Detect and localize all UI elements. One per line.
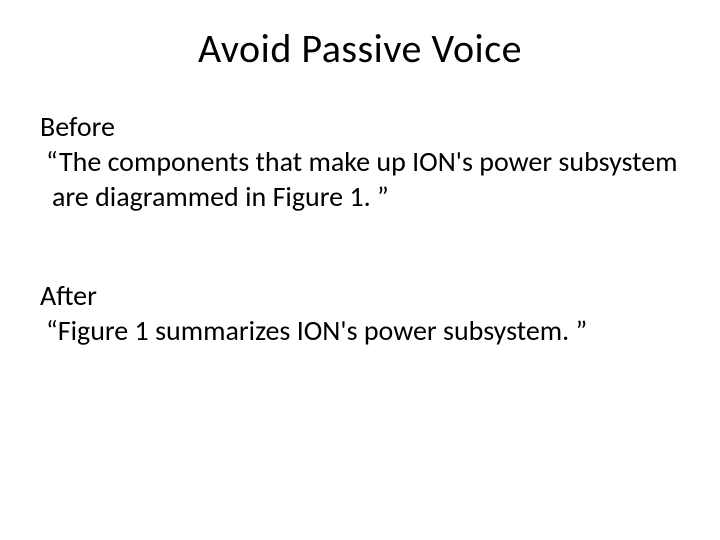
slide-body: Before “The components that make up ION'… [40,109,680,348]
slide: Avoid Passive Voice Before “The componen… [0,0,720,540]
after-label: After [40,278,680,313]
section-gap [40,214,680,278]
after-quote: “Figure 1 summarizes ION's power subsyst… [40,313,680,348]
slide-title: Avoid Passive Voice [40,24,680,73]
before-quote: “The components that make up ION's power… [40,144,680,214]
before-label: Before [40,109,680,144]
